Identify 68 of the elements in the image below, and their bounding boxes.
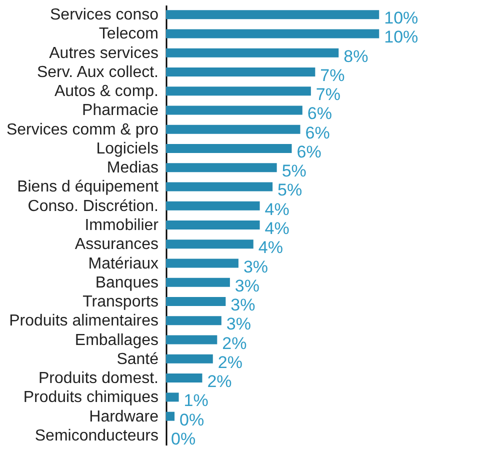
- y-tick-label: Assurances: [74, 236, 158, 254]
- bar: [166, 412, 175, 421]
- data-label: 2%: [222, 334, 247, 353]
- bar: [166, 86, 311, 96]
- data-label: 6%: [296, 142, 322, 162]
- bar: [166, 201, 260, 210]
- y-tick-label: Emballages: [74, 332, 158, 349]
- bar: [166, 106, 302, 115]
- y-tick-label: Serv. Aux collect.: [36, 64, 158, 81]
- bar: [166, 67, 316, 76]
- data-label: 1%: [184, 391, 208, 410]
- data-label: 0%: [180, 410, 204, 430]
- data-label: 3%: [234, 276, 260, 296]
- bar: [166, 163, 277, 172]
- bar: [166, 48, 339, 58]
- bar: [166, 144, 292, 153]
- y-tick-label: Produits alimentaires: [9, 312, 158, 330]
- bar: [166, 258, 238, 268]
- bar: [166, 392, 179, 402]
- bar: [166, 29, 380, 38]
- bar: [166, 297, 226, 306]
- data-label: 2%: [218, 352, 242, 372]
- y-tick-label: Biens d équipement: [17, 178, 160, 196]
- data-label: 3%: [243, 257, 268, 276]
- data-label: 7%: [320, 66, 345, 85]
- y-tick-label: Medias: [106, 160, 158, 177]
- data-label: 2%: [207, 372, 232, 392]
- y-tick-label: Conso. Discrétion.: [28, 198, 158, 215]
- data-label: 3%: [230, 296, 256, 315]
- y-tick-label: Autres services: [49, 44, 158, 62]
- data-label: 7%: [316, 85, 340, 104]
- bar: [166, 374, 202, 383]
- data-label: 6%: [305, 123, 330, 142]
- bar: [166, 124, 300, 134]
- bar: [166, 220, 260, 230]
- y-tick-label: Santé: [116, 350, 159, 368]
- data-label: 10%: [384, 8, 418, 28]
- data-label: 3%: [226, 314, 251, 334]
- data-label: 5%: [282, 162, 306, 181]
- data-label: 4%: [258, 238, 283, 258]
- bar: [166, 10, 380, 20]
- y-tick-label: Autos & comp.: [54, 83, 158, 100]
- y-tick-label: Immobilier: [84, 217, 160, 234]
- y-tick-label: Services conso: [50, 6, 159, 24]
- y-tick-label: Transports: [82, 294, 158, 311]
- y-tick-label: Telecom: [98, 26, 158, 43]
- bar: [166, 335, 218, 344]
- y-tick-label: Hardware: [89, 408, 159, 426]
- data-label: 6%: [307, 104, 332, 124]
- y-tick-label: Pharmacie: [82, 102, 159, 120]
- y-tick-label: Semiconducteurs: [34, 427, 158, 444]
- y-tick-label: Produits chimiques: [23, 389, 158, 406]
- bar: [166, 278, 230, 287]
- y-tick-label: Banques: [95, 274, 158, 292]
- bar: [166, 354, 213, 364]
- data-label: 4%: [264, 200, 290, 219]
- bar: [166, 182, 273, 192]
- bar: [166, 316, 222, 326]
- y-tick-label: Logiciels: [96, 140, 158, 158]
- data-label: 4%: [264, 219, 290, 238]
- y-tick-label: Matériaux: [88, 255, 158, 272]
- bar: [166, 240, 254, 249]
- y-tick-label: Services comm & pro: [6, 121, 159, 138]
- data-label: 5%: [278, 180, 302, 200]
- data-label: 0%: [171, 429, 196, 448]
- data-label: 10%: [384, 28, 418, 47]
- data-label: 8%: [344, 46, 368, 66]
- y-tick-label: Produits domest.: [38, 370, 158, 388]
